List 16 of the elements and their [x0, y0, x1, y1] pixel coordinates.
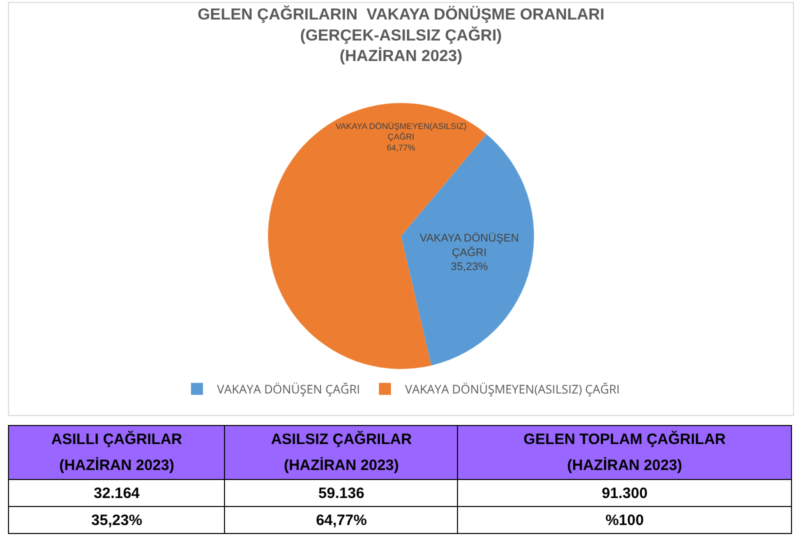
- text: 35,23%: [8, 506, 225, 534]
- text: 64,77%: [224, 506, 458, 534]
- legend-label: VAKAYA DÖNÜŞMEYEN(ASILSIZ) ÇAĞRI: [404, 380, 620, 398]
- data-label: 64,77%: [386, 142, 416, 153]
- slice-label: VAKAYA DÖNÜŞEN ÇAĞRI: [420, 231, 519, 259]
- chart-title: GELEN ÇAĞRILARIN VAKAYA DÖNÜŞME ORANLARI (GERÇEK-ASILSIZ ÇAĞRI) (HAZİRAN 2023): [198, 4, 604, 66]
- text: 32.164: [8, 480, 225, 506]
- text: %100: [458, 506, 792, 534]
- data-label: 35,23%: [450, 261, 488, 274]
- text: ASILSIZ ÇAĞRILAR (HAZİRAN 2023): [224, 426, 458, 480]
- slice-label: VAKAYA DÖNÜŞMEYEN(ASILSIZ) ÇAĞRI: [335, 120, 467, 142]
- text: 91.300: [458, 480, 792, 506]
- text: 59.136: [224, 480, 458, 506]
- legend-label: VAKAYA DÖNÜŞEN ÇAĞRI: [217, 380, 360, 398]
- text: ASILLI ÇAĞRILAR (HAZİRAN 2023): [8, 426, 225, 480]
- text: GELEN TOPLAM ÇAĞRILAR (HAZİRAN 2023): [458, 426, 792, 480]
